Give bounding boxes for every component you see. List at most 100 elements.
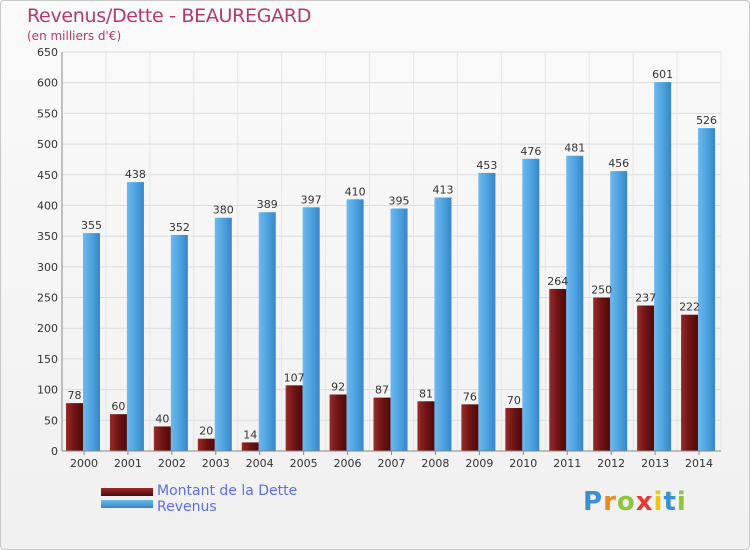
bar-revenue (258, 212, 276, 451)
y-tick-label: 150 (37, 353, 58, 366)
bar-debt (461, 404, 479, 451)
data-label: 92 (331, 381, 345, 394)
bar-revenue (170, 234, 188, 451)
y-tick-label: 0 (51, 445, 58, 458)
x-tick-label: 2001 (114, 457, 142, 470)
x-tick-label: 2002 (158, 457, 186, 470)
bar-debt (241, 442, 259, 451)
bar-revenue (214, 217, 232, 451)
legend-swatch-debt (101, 488, 153, 496)
chart-title: Revenus/Dette - BEAUREGARD (27, 5, 312, 27)
data-label: 438 (125, 168, 146, 181)
data-label: 601 (652, 68, 673, 81)
data-label: 453 (476, 159, 497, 172)
logo-letter: o (616, 487, 636, 517)
x-tick-label: 2014 (685, 457, 713, 470)
data-label: 237 (635, 292, 656, 305)
y-tick-label: 550 (37, 107, 58, 120)
data-label: 14 (243, 428, 257, 441)
bar-revenue (346, 199, 364, 451)
bar-revenue (434, 197, 452, 451)
bar-revenue (566, 155, 584, 452)
logo-letter: x (635, 487, 654, 517)
data-label: 40 (155, 412, 169, 425)
x-tick-label: 2005 (290, 457, 318, 470)
x-tick-label: 2008 (421, 457, 449, 470)
x-tick-label: 2012 (597, 457, 625, 470)
y-tick-label: 400 (37, 199, 58, 212)
bar-revenue (610, 171, 628, 451)
bar-debt (153, 426, 171, 451)
bar-revenue (83, 233, 100, 451)
x-tick-label: 2006 (334, 457, 362, 470)
x-tick-label: 2013 (641, 457, 669, 470)
data-label: 76 (463, 390, 477, 403)
x-tick-label: 2010 (509, 457, 537, 470)
legend-swatch-revenue (101, 500, 153, 508)
data-label: 352 (169, 221, 190, 234)
x-tick-label: 2009 (465, 457, 493, 470)
bar-revenue (522, 158, 540, 451)
data-label: 355 (81, 219, 102, 232)
data-label: 264 (547, 275, 568, 288)
chart-subtitle: (en milliers d'€) (27, 29, 122, 43)
y-tick-label: 350 (37, 230, 58, 243)
y-tick-label: 500 (37, 138, 58, 151)
data-label: 410 (345, 185, 366, 198)
data-label: 380 (213, 204, 234, 217)
bar-debt (109, 414, 127, 451)
legend-label-debt: Montant de la Dette (157, 483, 298, 499)
x-tick-label: 2004 (246, 457, 274, 470)
bar-revenue (302, 207, 320, 451)
data-label: 250 (591, 284, 612, 297)
logo-letter: P (583, 487, 604, 517)
y-tick-label: 250 (37, 292, 58, 305)
data-label: 81 (419, 387, 433, 400)
logo-letter: t (663, 487, 677, 517)
proxiti-logo: Proxiti (583, 487, 687, 517)
data-label: 389 (257, 198, 278, 211)
bar-revenue (390, 208, 408, 451)
bar-debt (417, 401, 435, 451)
bar-debt (637, 305, 655, 451)
logo-letter: i (653, 487, 664, 517)
bar-debt (681, 314, 699, 451)
bar-debt (505, 408, 523, 451)
logo-letter: r (603, 487, 617, 517)
x-tick-label: 2003 (202, 457, 230, 470)
legend-label-revenue: Revenus (157, 499, 217, 515)
data-label: 526 (696, 114, 717, 127)
bar-debt (197, 438, 215, 451)
data-label: 78 (68, 389, 82, 402)
bar-debt (549, 288, 567, 451)
bars (66, 82, 716, 452)
bar-revenue (654, 82, 672, 451)
x-tick-label: 2007 (378, 457, 406, 470)
bar-revenue (126, 182, 144, 452)
data-label: 70 (507, 394, 521, 407)
data-label: 476 (520, 145, 541, 158)
axes: 0 50 100 150 200 250 300 350 400 450 500 550 600 650 7… (37, 46, 721, 470)
y-tick-label: 600 (37, 77, 58, 90)
data-label: 107 (284, 371, 305, 384)
data-label: 456 (608, 157, 629, 170)
y-tick-label: 650 (37, 46, 58, 59)
y-tick-label: 50 (44, 414, 58, 427)
bar-revenue (698, 128, 716, 451)
x-tick-label: 2000 (70, 457, 98, 470)
logo-letter: i (676, 487, 687, 517)
y-tick-label: 200 (37, 322, 58, 335)
data-label: 20 (199, 425, 213, 438)
data-label: 397 (301, 193, 322, 206)
bar-debt (373, 397, 391, 451)
data-label: 87 (375, 384, 389, 397)
data-label: 413 (432, 183, 453, 196)
bar-debt (329, 394, 347, 451)
data-label: 395 (389, 195, 410, 208)
data-label: 60 (111, 400, 125, 413)
bar-debt (285, 385, 303, 451)
data-label: 222 (679, 301, 700, 314)
y-tick-label: 100 (37, 384, 58, 397)
